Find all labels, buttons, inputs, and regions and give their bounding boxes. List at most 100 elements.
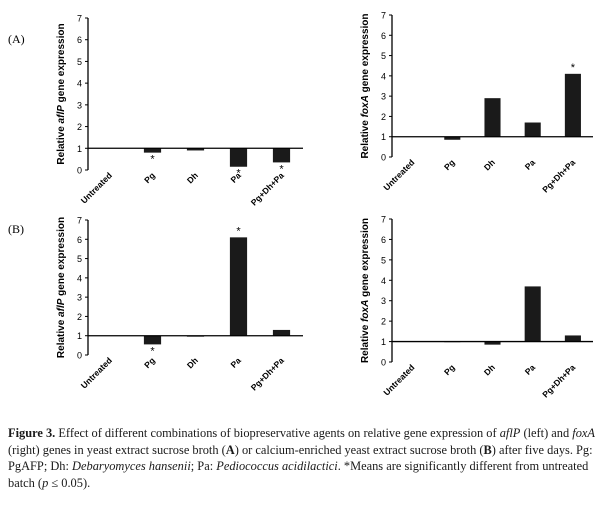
y-tick-label: 5: [77, 57, 82, 67]
caption-species-pa: Pediococcus acidilactici: [216, 459, 338, 473]
caption-figure-label: Figure 3.: [8, 426, 56, 440]
bar-pg-dh-pa: [564, 73, 581, 137]
bar-pg: [143, 148, 162, 153]
caption-text-6: ; Pa:: [190, 459, 217, 473]
y-axis-title: Relative aflP gene expression: [56, 217, 67, 358]
x-tick-label: Pg+Dh+Pa: [249, 355, 286, 392]
panel-label-b: (B): [8, 222, 24, 236]
y-tick-label: 5: [381, 255, 386, 265]
bar-pg-dh-pa: [564, 335, 581, 342]
x-tick-label: Pg+Dh+Pa: [540, 157, 577, 194]
y-tick-label: 1: [381, 337, 386, 347]
significance-asterisk: *: [279, 163, 284, 175]
figure-charts: (A) (B) 0 1 2 3 4 5 6 7 Untreated * Pg Dh * Pa * Pg+Dh+…: [8, 11, 593, 399]
significance-asterisk: *: [236, 168, 241, 180]
y-tick-label: 3: [77, 293, 82, 303]
bar-pa: [524, 122, 541, 137]
y-tick-label: 3: [381, 296, 386, 306]
y-tick-label: 2: [77, 122, 82, 132]
x-tick-label: Pa: [228, 355, 243, 370]
x-tick-label: Dh: [482, 157, 497, 172]
significance-asterisk: *: [150, 345, 155, 357]
y-tick-label: 4: [381, 276, 386, 286]
chart-foxa-b: 0 1 2 3 4 5 6 7 Untreated Pg Dh Pa Pg+Dh+Pa Relative …: [360, 215, 593, 399]
caption-bold-a: A: [225, 442, 235, 457]
caption-text-3: (right) genes in yeast extract sucrose b…: [8, 442, 226, 457]
chart-foxa-a: 0 1 2 3 4 5 6 7 Untreated Pg Dh Pa * Pg+Dh+Pa Relative…: [360, 11, 593, 194]
y-tick-label: 6: [77, 35, 82, 45]
x-tick-label: Untreated: [381, 362, 416, 397]
caption-species-dh: Debaryomyces hansenii: [72, 459, 191, 473]
y-tick-label: 6: [381, 235, 386, 245]
y-tick-label: 2: [381, 112, 386, 122]
bar-pa: [524, 286, 541, 342]
y-axis-title: Relative aflP gene expression: [56, 23, 67, 164]
y-tick-label: 7: [381, 215, 386, 225]
y-tick-label: 7: [77, 14, 82, 24]
x-tick-label: Pg: [142, 355, 157, 370]
y-tick-label: 1: [381, 132, 386, 142]
panel-label-a: (A): [8, 32, 25, 46]
x-tick-label: Pa: [523, 157, 538, 172]
x-tick-label: Dh: [185, 170, 200, 185]
significance-asterisk: *: [571, 62, 576, 74]
y-tick-label: 0: [381, 153, 386, 163]
x-tick-label: Pg+Dh+Pa: [249, 170, 286, 207]
y-tick-label: 2: [77, 312, 82, 322]
x-tick-label: Untreated: [381, 157, 416, 192]
caption-p-symbol: p: [42, 475, 49, 490]
y-axis-title: Relative foxA gene expression: [360, 218, 371, 363]
bar-pg-dh-pa: [272, 329, 291, 336]
significance-asterisk: *: [236, 225, 241, 237]
bar-pa: [229, 237, 248, 336]
x-tick-label: Untreated: [79, 355, 114, 390]
y-tick-label: 6: [381, 31, 386, 41]
bar-dh: [484, 98, 501, 137]
significance-asterisk: *: [150, 154, 155, 166]
x-tick-label: Dh: [185, 355, 200, 370]
y-tick-label: 0: [381, 358, 386, 368]
y-axis-title: Relative foxA gene expression: [360, 13, 371, 158]
x-tick-label: Untreated: [79, 170, 114, 205]
y-tick-label: 3: [381, 92, 386, 102]
y-tick-label: 1: [77, 144, 82, 154]
x-tick-label: Pg: [142, 170, 157, 185]
y-tick-label: 5: [77, 254, 82, 264]
bar-pg: [143, 335, 162, 345]
caption-text-5: ) after five days. Pg: PgAFP; Dh:: [8, 442, 593, 474]
y-tick-label: 7: [381, 11, 386, 21]
y-tick-label: 4: [77, 79, 82, 89]
bar-dh: [484, 341, 501, 345]
y-tick-label: 2: [381, 317, 386, 327]
x-tick-label: Pg+Dh+Pa: [540, 362, 577, 399]
caption-gene-aflp: aflP: [499, 426, 521, 440]
caption-text-1: Effect of different combinations of biop…: [55, 426, 500, 440]
x-tick-label: Pa: [523, 362, 538, 377]
x-tick-label: Pg: [442, 362, 457, 377]
caption-bold-b: B: [483, 442, 492, 457]
x-tick-label: Pa: [228, 170, 243, 185]
bar-pa: [229, 148, 248, 167]
bar-pg-dh-pa: [272, 148, 291, 163]
caption-gene-foxa: foxA: [572, 426, 596, 440]
x-tick-label: Dh: [482, 362, 497, 377]
y-tick-label: 3: [77, 100, 82, 110]
y-tick-label: 6: [77, 235, 82, 245]
y-tick-label: 1: [77, 331, 82, 341]
bar-pg: [444, 136, 461, 140]
y-tick-label: 4: [381, 71, 386, 81]
figure-caption: Figure 3. Effect of different combinatio…: [8, 425, 596, 491]
y-tick-label: 4: [77, 273, 82, 283]
bar-dh: [186, 148, 205, 151]
y-tick-label: 0: [77, 351, 82, 361]
y-tick-label: 7: [77, 216, 82, 226]
y-tick-label: 5: [381, 51, 386, 61]
caption-text-7: . *Means are significantly different fro…: [8, 459, 589, 490]
x-tick-label: Pg: [442, 157, 457, 172]
caption-text-4: ) or calcium-enriched yeast extract sucr…: [234, 442, 484, 457]
caption-text-8: ≤ 0.05).: [48, 475, 91, 490]
caption-text-2: (left) and: [520, 426, 573, 440]
